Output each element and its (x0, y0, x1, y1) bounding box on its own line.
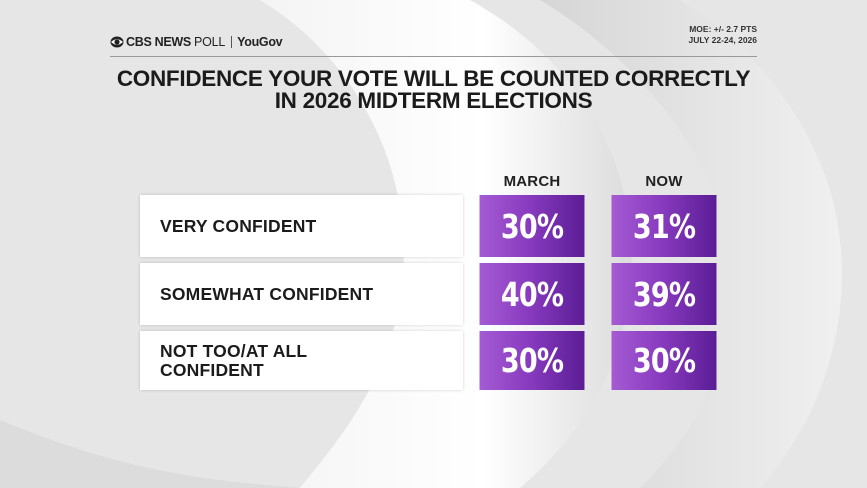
chart-title: CONFIDENCE YOUR VOTE WILL BE COUNTED COR… (90, 66, 777, 113)
column-header-march: MARCH (503, 173, 561, 190)
brand-name: CBS NEWS (126, 35, 191, 49)
cbs-eye-icon (110, 36, 124, 48)
poll-meta: MOE: +/- 2.7 PTS JULY 22-24, 2026 (688, 24, 757, 46)
brand-logo: CBS NEWS POLL YouGov (110, 35, 283, 49)
value-cell: 40% (479, 263, 585, 325)
row-label-line: CONFIDENT (160, 359, 264, 380)
row-label-somewhat-confident: SOMEWHAT CONFIDENT (140, 263, 463, 325)
chart-title-line-2: IN 2026 MIDTERM ELECTIONS (274, 88, 593, 113)
value-cell: 30% (479, 195, 585, 257)
margin-of-error: MOE: +/- 2.7 PTS (689, 24, 757, 34)
value-cell: 39% (611, 263, 717, 325)
brand-divider (231, 36, 233, 48)
brand-poll-label: POLL (193, 35, 226, 49)
header-bar: CBS NEWS POLL YouGov MOE: +/- 2.7 PTS JU… (110, 24, 757, 57)
row-label-line: NOT TOO/AT ALL (160, 340, 308, 361)
partner-logo: YouGov (237, 35, 283, 49)
column-header-now: NOW (645, 173, 683, 190)
value-cell: 30% (479, 331, 585, 390)
value-cell: 30% (611, 331, 717, 390)
row-label-not-confident: NOT TOO/AT ALL CONFIDENT (140, 331, 463, 390)
chart-title-line-1: CONFIDENCE YOUR VOTE WILL BE COUNTED COR… (116, 66, 751, 91)
value-cell: 31% (611, 195, 717, 257)
poll-dates: JULY 22-24, 2026 (688, 35, 757, 45)
row-label-very-confident: VERY CONFIDENT (140, 195, 463, 257)
